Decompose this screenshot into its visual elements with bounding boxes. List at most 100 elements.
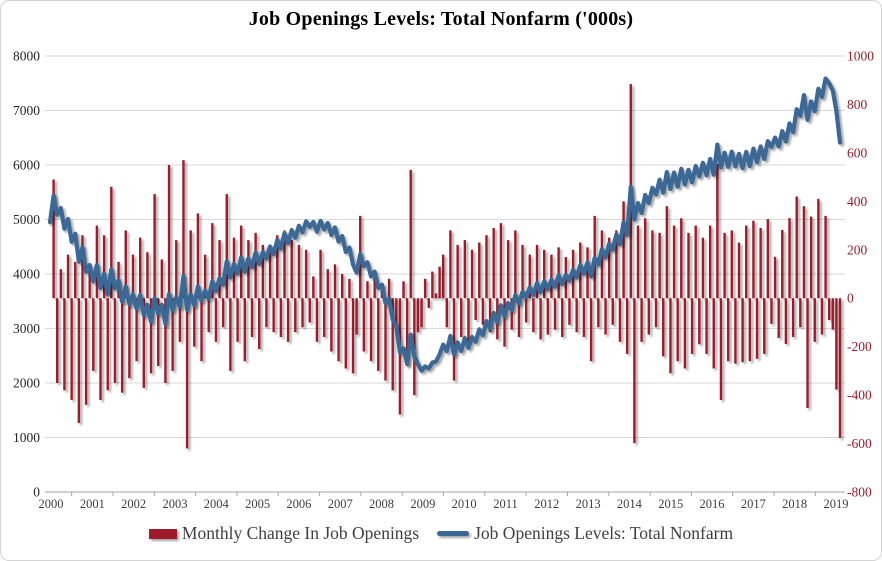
change-bar	[625, 298, 629, 354]
x-axis-label: 2003	[162, 497, 187, 511]
change-bar	[550, 254, 553, 299]
change-bar	[532, 298, 535, 333]
change-bar	[539, 298, 542, 340]
x-axis-label: 2004	[204, 497, 230, 511]
change-bar	[831, 298, 834, 330]
y-axis-left-label: 7000	[13, 103, 40, 118]
change-bar	[131, 254, 135, 299]
change-bar	[348, 278, 351, 299]
change-bar	[369, 298, 373, 362]
legend-bar-label: Monthly Change In Job Openings	[181, 523, 420, 543]
change-bar	[138, 237, 142, 299]
change-bar	[301, 298, 304, 328]
change-bar	[294, 298, 297, 333]
change-bar	[171, 298, 174, 371]
x-axis-label: 2016	[700, 497, 725, 511]
legend-item-line: Job Openings Levels: Total Nonfarm	[437, 523, 733, 544]
change-bar	[207, 298, 210, 333]
change-bar	[268, 244, 272, 299]
change-bar	[741, 298, 744, 363]
change-bar	[160, 259, 164, 299]
change-bar	[636, 225, 640, 299]
change-bar	[308, 298, 311, 323]
change-bar	[153, 194, 156, 299]
change-bar	[730, 230, 733, 299]
change-bar	[124, 230, 127, 299]
change-bar	[442, 254, 445, 299]
change-bar	[66, 254, 70, 299]
change-bar	[178, 298, 182, 342]
change-bar	[355, 298, 358, 335]
change-bar	[755, 298, 759, 359]
levels-line	[47, 76, 843, 373]
x-axis-label: 2001	[80, 497, 105, 511]
change-bar	[297, 244, 301, 299]
change-bar	[279, 298, 283, 337]
x-axis-label: 2017	[741, 497, 766, 511]
change-bar	[95, 225, 99, 299]
change-bar	[56, 298, 59, 383]
x-axis-label: 2000	[39, 497, 64, 511]
change-bar	[315, 298, 319, 342]
change-bar	[431, 271, 434, 299]
change-bar	[488, 298, 492, 333]
change-bar	[258, 298, 261, 350]
change-bar	[377, 298, 380, 371]
change-bar	[395, 298, 398, 328]
change-bar	[726, 298, 730, 362]
change-bar	[553, 298, 557, 330]
change-bar	[766, 219, 770, 299]
change-bar	[218, 240, 221, 299]
change-bar	[149, 298, 153, 374]
change-bar	[214, 298, 218, 342]
change-bar	[716, 164, 719, 299]
change-bar	[99, 298, 102, 400]
change-bar	[723, 232, 726, 299]
change-bar	[474, 298, 477, 321]
change-bar	[175, 240, 178, 299]
y-axis-left-label: 8000	[13, 49, 40, 64]
change-bar	[120, 298, 124, 393]
change-bar	[467, 298, 470, 342]
change-bar	[423, 278, 427, 299]
y-axis-left-label: 6000	[13, 158, 40, 173]
change-bar	[185, 298, 189, 449]
y-axis-left-label: 1000	[13, 430, 40, 445]
change-bar	[157, 298, 160, 367]
change-bar	[672, 225, 676, 299]
change-bars-group	[52, 84, 842, 449]
change-bar	[276, 235, 279, 299]
y-axis-right-label: 200	[847, 242, 868, 257]
change-bar	[514, 230, 517, 299]
change-bar	[503, 298, 506, 347]
change-bar	[290, 240, 293, 299]
change-bar	[506, 240, 510, 299]
x-axis-label: 2010	[452, 497, 477, 511]
change-bar	[745, 225, 748, 299]
change-bar	[694, 225, 697, 299]
x-axis-label: 2005	[245, 497, 270, 511]
change-bar	[52, 179, 55, 299]
change-bar	[84, 298, 88, 405]
y-axis-right-label: 0	[847, 291, 854, 306]
change-bar	[662, 298, 665, 357]
change-bar	[820, 298, 824, 335]
change-bar	[777, 298, 780, 338]
y-axis-right-label: 1000	[847, 49, 874, 64]
change-bar	[106, 298, 109, 391]
change-bar	[734, 298, 737, 364]
change-bar	[561, 298, 564, 337]
line-series-swatch-icon	[437, 531, 470, 536]
change-bar	[373, 276, 376, 299]
change-bar	[478, 242, 481, 299]
change-bar	[63, 298, 66, 391]
change-bar	[434, 293, 438, 299]
change-bar	[452, 298, 456, 381]
change-bar	[196, 213, 200, 299]
change-bar	[88, 269, 91, 299]
change-bar	[438, 266, 441, 299]
change-bar	[665, 206, 669, 299]
x-axis-label: 2015	[658, 497, 683, 511]
change-bar	[340, 274, 344, 299]
